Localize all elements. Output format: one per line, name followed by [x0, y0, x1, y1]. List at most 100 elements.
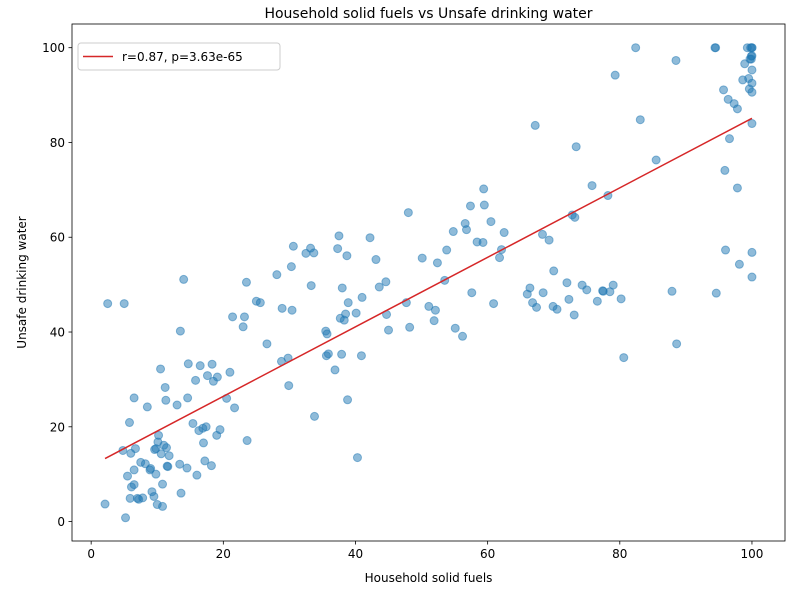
data-point [322, 329, 332, 339]
data-point [130, 444, 140, 454]
data-point [417, 253, 427, 263]
data-point [129, 465, 139, 475]
data-point [721, 245, 731, 255]
data-point [242, 436, 252, 446]
data-point [532, 302, 542, 312]
data-point [371, 255, 381, 265]
data-point [448, 227, 458, 237]
data-point [341, 309, 351, 319]
data-point [570, 212, 580, 222]
data-point [188, 418, 198, 428]
data-point [201, 422, 211, 432]
data-point [467, 288, 477, 298]
y-axis-label: Unsafe drinking water [15, 216, 29, 348]
data-point [635, 115, 645, 125]
data-point [142, 402, 152, 412]
data-point [429, 316, 439, 326]
data-point [158, 501, 168, 511]
data-point [343, 298, 353, 308]
data-point [747, 78, 757, 88]
y-axis-ticks: 0 20 40 60 80 100 [42, 41, 72, 529]
data-point [172, 400, 182, 410]
data-point [549, 266, 559, 276]
data-point [374, 282, 384, 292]
data-point [747, 51, 757, 61]
data-point [608, 280, 618, 290]
data-point [357, 292, 367, 302]
data-point [238, 322, 248, 332]
data-point [191, 375, 201, 385]
data-point [631, 43, 641, 53]
data-point [538, 288, 548, 298]
data-point [287, 305, 297, 315]
data-point [734, 259, 744, 269]
data-point [337, 283, 347, 293]
data-point [424, 301, 434, 311]
data-point [164, 451, 174, 461]
data-point [530, 120, 540, 130]
data-point [711, 288, 721, 298]
legend-label: r=0.87, p=3.63e-65 [122, 50, 243, 64]
data-point [272, 270, 282, 280]
chart-title: Household solid fuels vs Unsafe drinking… [264, 6, 592, 22]
data-point [121, 513, 131, 523]
x-axis-label: Household solid fuels [365, 571, 493, 585]
data-point [158, 479, 168, 489]
data-point [478, 237, 488, 247]
data-point [671, 55, 681, 65]
data-point [544, 235, 554, 245]
data-point [432, 258, 442, 268]
data-point [262, 339, 272, 349]
data-point [215, 425, 225, 435]
data-point [465, 201, 475, 211]
data-point [129, 393, 139, 403]
data-point [442, 245, 452, 255]
data-point [732, 104, 742, 114]
data-point [198, 438, 208, 448]
data-point [277, 303, 287, 313]
data-point [241, 277, 251, 287]
data-point [732, 183, 742, 193]
data-point [747, 65, 757, 75]
data-point [486, 217, 496, 227]
data-point [450, 323, 460, 333]
data-point [146, 463, 156, 473]
data-point [119, 299, 129, 309]
data-point [405, 322, 415, 332]
data-point [183, 359, 193, 369]
data-point [552, 304, 562, 314]
data-point [239, 312, 249, 322]
data-point [179, 274, 189, 284]
data-point [381, 277, 391, 287]
data-point [719, 85, 729, 95]
data-point [495, 253, 505, 263]
data-point [334, 231, 344, 241]
y-tick-label: 20 [50, 420, 65, 434]
data-point [288, 241, 298, 251]
data-point [154, 430, 164, 440]
data-point [149, 491, 159, 501]
data-point [284, 381, 294, 391]
data-point [489, 299, 499, 309]
x-axis-ticks: 0 20 40 60 80 100 [87, 541, 763, 561]
data-point [330, 365, 340, 375]
data-point [571, 142, 581, 152]
data-point [255, 298, 265, 308]
data-point [610, 70, 620, 80]
data-point [582, 285, 592, 295]
data-point [720, 165, 730, 175]
data-point [499, 228, 509, 238]
data-point [724, 134, 734, 144]
data-point [100, 499, 110, 509]
data-point [592, 296, 602, 306]
legend: r=0.87, p=3.63e-65 [77, 42, 281, 71]
data-point [123, 471, 133, 481]
data-point [616, 294, 626, 304]
data-point [343, 395, 353, 405]
y-tick-label: 40 [50, 326, 65, 340]
y-tick-label: 0 [57, 515, 65, 529]
data-point [309, 248, 319, 258]
data-point [569, 310, 579, 320]
data-point [103, 299, 113, 309]
data-point [747, 247, 757, 257]
